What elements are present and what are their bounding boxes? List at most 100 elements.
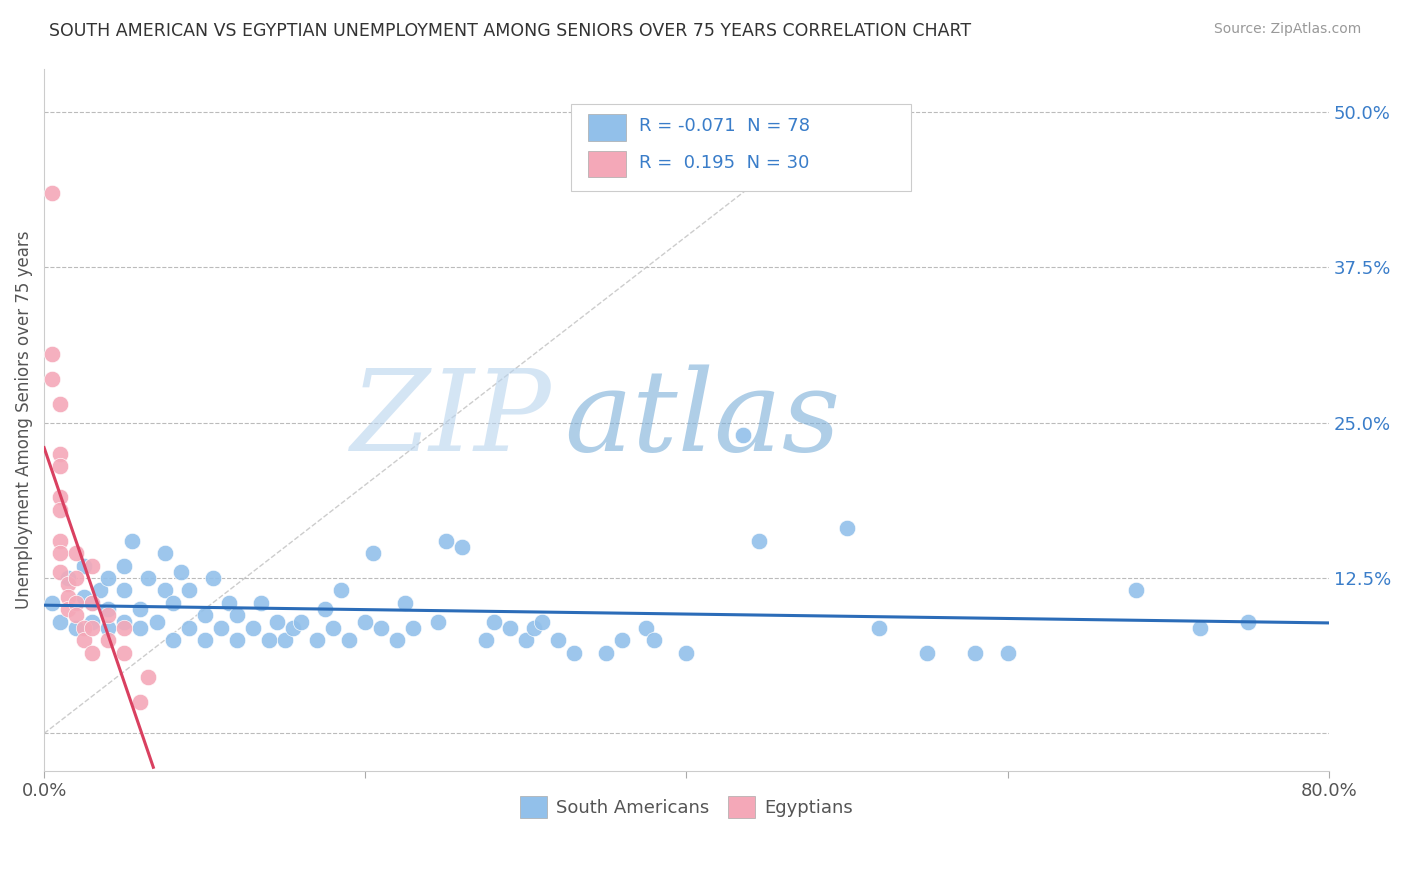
Point	[162, 596, 184, 610]
Text: R =  0.195  N = 30: R = 0.195 N = 30	[638, 154, 810, 172]
Point	[153, 546, 176, 560]
Point	[49, 546, 72, 560]
Point	[917, 646, 939, 660]
Point	[58, 590, 80, 604]
Point	[112, 646, 135, 660]
Point	[225, 633, 247, 648]
Point	[82, 621, 104, 635]
Point	[314, 602, 336, 616]
Point	[337, 633, 360, 648]
Point	[121, 533, 143, 548]
Point	[242, 621, 264, 635]
Point	[1125, 583, 1147, 598]
Point	[97, 633, 120, 648]
Point	[97, 602, 120, 616]
Text: atlas: atlas	[564, 364, 841, 475]
FancyBboxPatch shape	[588, 114, 626, 141]
FancyBboxPatch shape	[571, 103, 911, 192]
Point	[643, 633, 665, 648]
Point	[177, 583, 200, 598]
Point	[41, 372, 63, 386]
Point	[65, 596, 87, 610]
Point	[97, 571, 120, 585]
Point	[387, 633, 409, 648]
Point	[450, 540, 472, 554]
Point	[1237, 615, 1260, 629]
Point	[49, 615, 72, 629]
Text: ZIP: ZIP	[352, 364, 551, 475]
Point	[41, 596, 63, 610]
Point	[266, 615, 288, 629]
Point	[58, 577, 80, 591]
Point	[73, 558, 96, 573]
Point	[474, 633, 496, 648]
Point	[363, 546, 385, 560]
Point	[482, 615, 505, 629]
Point	[523, 621, 546, 635]
Point	[112, 583, 135, 598]
Point	[73, 590, 96, 604]
Point	[201, 571, 224, 585]
Point	[58, 602, 80, 616]
Point	[65, 546, 87, 560]
Point	[138, 571, 160, 585]
Text: Source: ZipAtlas.com: Source: ZipAtlas.com	[1213, 22, 1361, 37]
Point	[73, 633, 96, 648]
Point	[49, 533, 72, 548]
Point	[675, 646, 697, 660]
Point	[41, 186, 63, 200]
Point	[65, 608, 87, 623]
Point	[177, 621, 200, 635]
Text: R = -0.071  N = 78: R = -0.071 N = 78	[638, 117, 810, 135]
Point	[129, 602, 152, 616]
FancyBboxPatch shape	[588, 151, 626, 178]
Point	[162, 633, 184, 648]
Point	[73, 621, 96, 635]
Point	[426, 615, 449, 629]
Point	[330, 583, 353, 598]
Point	[194, 608, 217, 623]
Point	[595, 646, 617, 660]
Point	[274, 633, 297, 648]
Point	[515, 633, 537, 648]
Point	[354, 615, 377, 629]
Point	[82, 646, 104, 660]
Point	[307, 633, 329, 648]
Point	[112, 558, 135, 573]
Point	[41, 347, 63, 361]
Point	[218, 596, 240, 610]
Point	[997, 646, 1019, 660]
Point	[434, 533, 457, 548]
Point	[89, 583, 111, 598]
Point	[612, 633, 634, 648]
Point	[562, 646, 585, 660]
Point	[82, 596, 104, 610]
Point	[209, 621, 232, 635]
Point	[194, 633, 217, 648]
Point	[225, 608, 247, 623]
Point	[65, 621, 87, 635]
Point	[1189, 621, 1212, 635]
Point	[112, 615, 135, 629]
Point	[530, 615, 553, 629]
Point	[965, 646, 987, 660]
Point	[835, 521, 858, 535]
Point	[394, 596, 416, 610]
Point	[82, 558, 104, 573]
Point	[322, 621, 344, 635]
Point	[547, 633, 569, 648]
Point	[65, 571, 87, 585]
Point	[169, 565, 191, 579]
Point	[145, 615, 167, 629]
Point	[129, 621, 152, 635]
Point	[636, 621, 658, 635]
Point	[49, 502, 72, 516]
Text: SOUTH AMERICAN VS EGYPTIAN UNEMPLOYMENT AMONG SENIORS OVER 75 YEARS CORRELATION : SOUTH AMERICAN VS EGYPTIAN UNEMPLOYMENT …	[49, 22, 972, 40]
Point	[402, 621, 425, 635]
Point	[281, 621, 304, 635]
Point	[868, 621, 890, 635]
Point	[129, 695, 152, 709]
Point	[82, 615, 104, 629]
Point	[82, 596, 104, 610]
Point	[97, 621, 120, 635]
